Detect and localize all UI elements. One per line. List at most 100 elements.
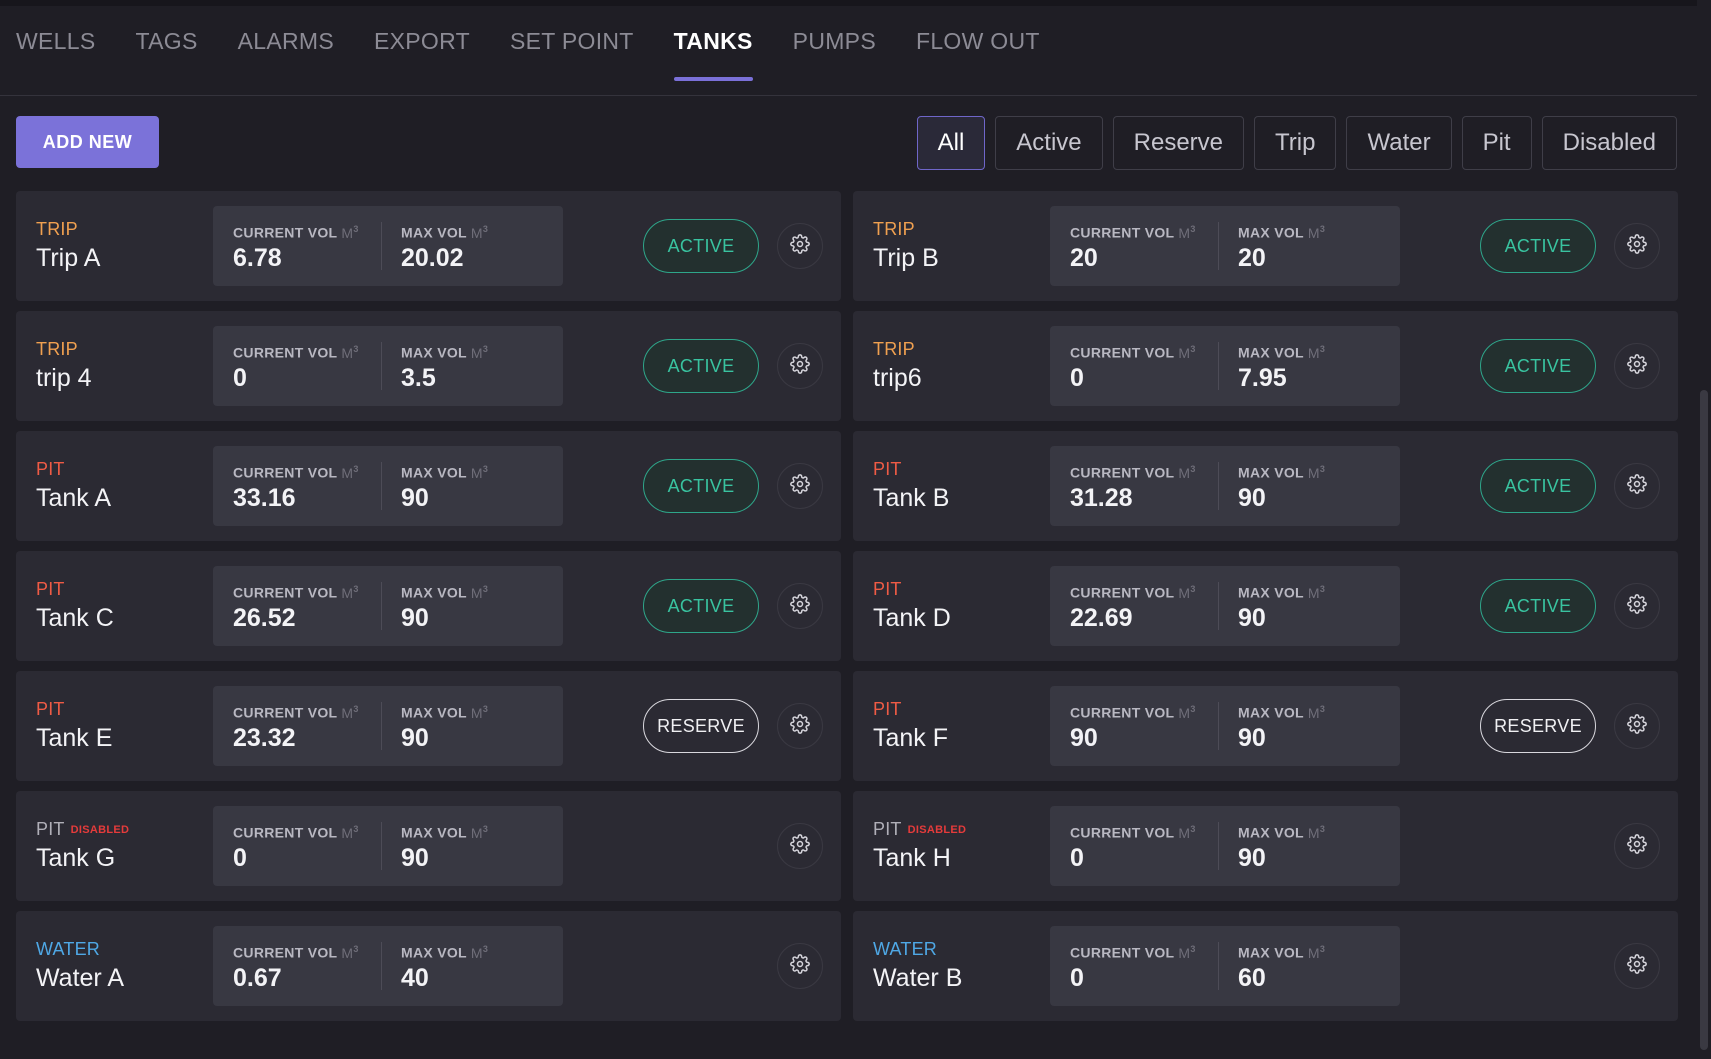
- current-vol-value: 22.69: [1070, 604, 1133, 632]
- tab-tags[interactable]: TAGS: [135, 28, 198, 54]
- vol-unit-exponent: 3: [353, 584, 359, 594]
- filter-trip-button[interactable]: Trip: [1254, 116, 1337, 170]
- add-new-button[interactable]: ADD NEW: [16, 116, 159, 168]
- vol-label-text: MAX VOL: [1238, 584, 1304, 601]
- current-vol-value: 23.32: [233, 724, 296, 752]
- vol-unit: M: [470, 704, 483, 721]
- tank-type-text: PIT: [873, 579, 902, 599]
- scrollbar[interactable]: [1697, 0, 1711, 1059]
- current-vol-label: CURRENT VOL M3: [233, 704, 359, 721]
- settings-button[interactable]: [777, 343, 823, 389]
- filter-all-button[interactable]: All: [916, 116, 986, 170]
- vol-unit-exponent: 3: [482, 944, 489, 954]
- volume-divider: [381, 462, 382, 510]
- top-nav: WELLS TAGS ALARMS EXPORT SET POINT TANKS PUMPS…: [0, 0, 1697, 96]
- tank-type-text: PIT: [36, 579, 65, 599]
- status-active-button[interactable]: ACTIVE: [643, 339, 759, 393]
- settings-button[interactable]: [777, 943, 823, 989]
- status-reserve-button[interactable]: RESERVE: [1480, 699, 1596, 753]
- vol-label-text: CURRENT VOL: [233, 464, 338, 481]
- tank-name: Tank G: [36, 844, 116, 872]
- gear-icon: [1627, 353, 1647, 379]
- tab-wells[interactable]: WELLS: [16, 28, 96, 54]
- tank-name: Tank B: [873, 484, 950, 512]
- settings-button[interactable]: [777, 583, 823, 629]
- vol-unit: M: [341, 704, 354, 721]
- tank-card: PIT Tank B CURRENT VOL M3 31.28 MAX VOL M3 90 AC…: [853, 431, 1678, 541]
- filter-disabled-button[interactable]: Disabled: [1541, 116, 1677, 170]
- tank-type-label: PIT DISABLED: [873, 819, 966, 840]
- tank-card: PIT DISABLED Tank H CURRENT VOL M3 0 MAX VOL M3…: [853, 791, 1678, 901]
- settings-button[interactable]: [777, 823, 823, 869]
- status-active-button[interactable]: ACTIVE: [643, 459, 759, 513]
- scrollbar-thumb[interactable]: [1700, 390, 1708, 1050]
- vol-label-text: CURRENT VOL: [233, 224, 338, 241]
- tank-type-label: TRIP: [873, 339, 915, 360]
- settings-button[interactable]: [777, 223, 823, 269]
- status-active-button[interactable]: ACTIVE: [1480, 219, 1596, 273]
- vol-label-text: MAX VOL: [1238, 704, 1304, 721]
- filter-active-button[interactable]: Active: [995, 116, 1103, 170]
- tank-type-label: TRIP: [36, 219, 78, 240]
- tab-tanks[interactable]: TANKS: [673, 28, 753, 81]
- vol-label-text: MAX VOL: [401, 584, 467, 601]
- current-vol-label: CURRENT VOL M3: [1070, 584, 1196, 601]
- settings-button[interactable]: [1614, 943, 1660, 989]
- volume-divider: [1218, 582, 1219, 630]
- filter-reserve-button[interactable]: Reserve: [1112, 116, 1245, 170]
- volume-panel: CURRENT VOL M3 0 MAX VOL M3 3.5: [213, 326, 563, 406]
- settings-button[interactable]: [777, 703, 823, 749]
- max-vol-label: MAX VOL M3: [1238, 344, 1325, 361]
- vol-unit: M: [470, 224, 483, 241]
- tank-card: TRIP Trip A CURRENT VOL M3 6.78 MAX VOL M3 20.0…: [16, 191, 841, 301]
- tab-export[interactable]: EXPORT: [374, 28, 470, 54]
- vol-unit: M: [1178, 344, 1191, 361]
- vol-unit-exponent: 3: [482, 224, 489, 234]
- vol-unit-exponent: 3: [1190, 344, 1196, 354]
- settings-button[interactable]: [1614, 703, 1660, 749]
- filter-pit-button[interactable]: Pit: [1461, 116, 1532, 170]
- tank-type-text: TRIP: [873, 219, 915, 239]
- max-vol-label: MAX VOL M3: [1238, 584, 1325, 601]
- status-active-button[interactable]: ACTIVE: [643, 219, 759, 273]
- settings-button[interactable]: [1614, 223, 1660, 269]
- volume-panel: CURRENT VOL M3 31.28 MAX VOL M3 90: [1050, 446, 1400, 526]
- vol-label-text: MAX VOL: [401, 224, 467, 241]
- tab-flow-out[interactable]: FLOW OUT: [915, 28, 1040, 54]
- settings-button[interactable]: [777, 463, 823, 509]
- status-active-button[interactable]: ACTIVE: [1480, 459, 1596, 513]
- vol-label-text: MAX VOL: [401, 464, 467, 481]
- vol-unit: M: [470, 944, 483, 961]
- vol-label-text: MAX VOL: [401, 944, 467, 961]
- tab-alarms[interactable]: ALARMS: [237, 28, 334, 54]
- vol-unit: M: [1307, 824, 1320, 841]
- tank-name: trip 4: [36, 364, 92, 392]
- status-active-button[interactable]: ACTIVE: [643, 579, 759, 633]
- max-vol-label: MAX VOL M3: [401, 464, 488, 481]
- settings-button[interactable]: [1614, 583, 1660, 629]
- tab-set-point[interactable]: SET POINT: [509, 28, 634, 54]
- vol-unit-exponent: 3: [482, 704, 489, 714]
- status-active-button[interactable]: ACTIVE: [1480, 339, 1596, 393]
- tank-name: Water A: [36, 964, 124, 992]
- max-vol-label: MAX VOL M3: [1238, 824, 1325, 841]
- max-vol-value: 7.95: [1238, 364, 1287, 392]
- vol-label-text: CURRENT VOL: [233, 824, 338, 841]
- settings-button[interactable]: [1614, 823, 1660, 869]
- volume-divider: [381, 702, 382, 750]
- vol-label-text: CURRENT VOL: [233, 344, 338, 361]
- tab-pumps[interactable]: PUMPS: [792, 28, 876, 54]
- gear-icon: [1627, 233, 1647, 259]
- status-reserve-button[interactable]: RESERVE: [643, 699, 759, 753]
- status-active-button[interactable]: ACTIVE: [1480, 579, 1596, 633]
- vol-unit: M: [341, 584, 354, 601]
- volume-divider: [1218, 822, 1219, 870]
- vol-unit: M: [1307, 584, 1320, 601]
- settings-button[interactable]: [1614, 343, 1660, 389]
- tank-type-label: PIT: [873, 579, 902, 600]
- vol-unit: M: [341, 344, 354, 361]
- settings-button[interactable]: [1614, 463, 1660, 509]
- filter-water-button[interactable]: Water: [1346, 116, 1452, 170]
- vol-label-text: CURRENT VOL: [1070, 584, 1175, 601]
